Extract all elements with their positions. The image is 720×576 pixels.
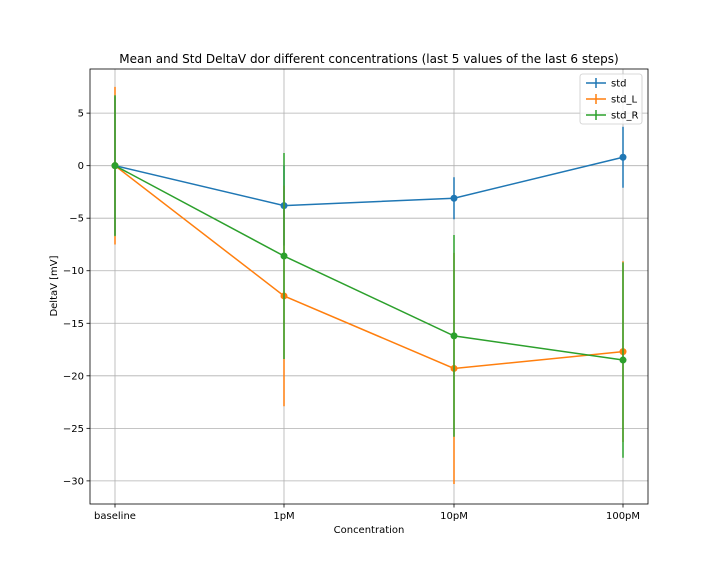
legend-entry-std: std [586,78,626,90]
series-std_R [111,95,627,458]
x-tick-label: 10pM [440,511,468,522]
data-point [450,332,458,340]
data-point [280,252,288,260]
legend-entry-std_L: std_L [586,94,637,106]
axes-ticks: 5 0 −5 −10 −15 −20 −25 −30 baseline 1pM 10pM 100pM [63,109,640,522]
y-tick-label: 0 [78,161,84,172]
legend-label: std_R [611,111,638,122]
y-tick-label: 5 [78,109,84,120]
series-line [114,165,624,370]
data-point [111,162,119,170]
x-tick-label: 100pM [606,511,640,522]
series-layer [111,86,627,485]
y-tick-label: −15 [63,319,84,330]
plot-frame [89,68,649,505]
y-tick-label: −30 [63,476,84,487]
series-line [114,156,624,207]
data-point [619,356,627,364]
legend-entry-std_R: std_R [586,110,638,122]
y-tick-label: −10 [63,266,84,277]
chart-title: Mean and Std DeltaV dor different concen… [119,52,618,66]
data-point [450,194,458,202]
y-tick-label: −20 [63,371,84,382]
y-tick-label: −5 [69,214,84,225]
y-tick-label: −25 [63,424,84,435]
y-axis-label: DeltaV [mV] [49,255,60,316]
data-point [619,153,627,161]
x-tick-label: baseline [94,511,136,522]
legend: std std_L std_R [579,73,643,125]
legend-label: std_L [611,95,637,106]
series-line [114,165,624,361]
x-tick-label: 1pM [273,511,294,522]
legend-label: std [611,79,626,90]
x-axis-label: Concentration [334,525,405,536]
